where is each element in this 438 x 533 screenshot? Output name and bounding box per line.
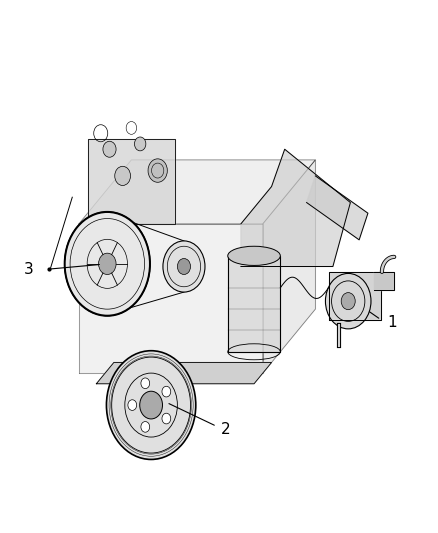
Polygon shape <box>228 256 280 352</box>
Circle shape <box>177 259 191 274</box>
Circle shape <box>140 391 162 419</box>
Circle shape <box>163 241 205 292</box>
Polygon shape <box>241 149 350 266</box>
Ellipse shape <box>228 246 280 265</box>
Polygon shape <box>79 224 263 373</box>
Circle shape <box>115 166 131 185</box>
Text: 1: 1 <box>388 315 397 330</box>
Circle shape <box>128 400 137 410</box>
Polygon shape <box>263 160 315 373</box>
Circle shape <box>162 386 171 397</box>
Circle shape <box>99 253 116 274</box>
Circle shape <box>103 141 116 157</box>
Polygon shape <box>374 272 394 290</box>
Circle shape <box>325 273 371 329</box>
Circle shape <box>65 212 150 316</box>
Circle shape <box>106 351 196 459</box>
Circle shape <box>148 159 167 182</box>
Circle shape <box>134 137 146 151</box>
Polygon shape <box>79 160 315 224</box>
Circle shape <box>162 413 171 424</box>
Polygon shape <box>328 272 381 320</box>
Polygon shape <box>307 176 368 240</box>
Circle shape <box>141 378 150 389</box>
Circle shape <box>341 293 355 310</box>
Polygon shape <box>88 139 175 224</box>
Text: 2: 2 <box>221 422 231 437</box>
Text: 3: 3 <box>24 262 34 277</box>
Polygon shape <box>96 362 272 384</box>
Circle shape <box>141 422 150 432</box>
